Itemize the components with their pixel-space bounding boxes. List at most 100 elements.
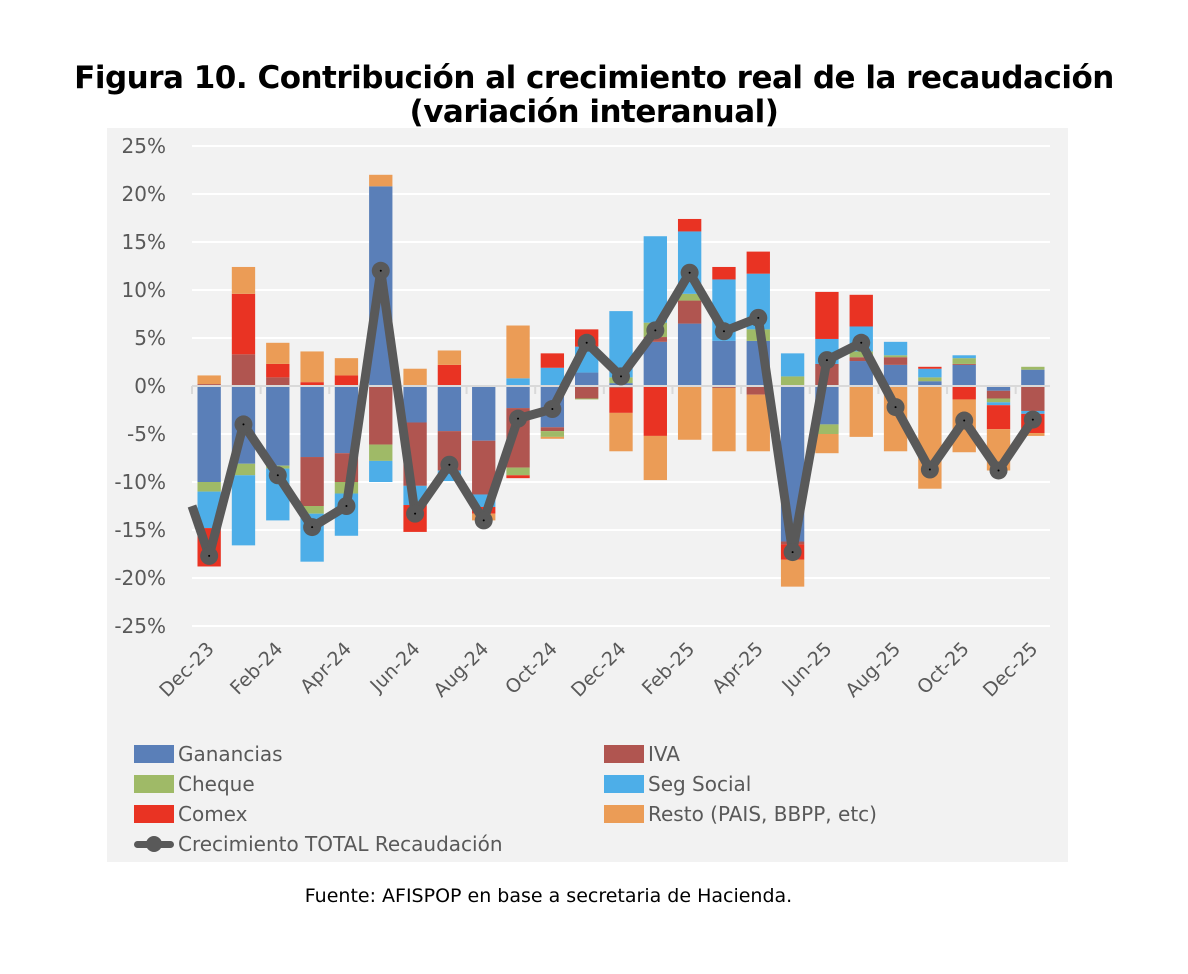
bar-segment-resto-pais-bbpp-etc bbox=[231, 266, 256, 294]
total-line-point-center bbox=[345, 505, 348, 507]
bar-segment-comex bbox=[266, 363, 290, 378]
bar-segment-ganancias bbox=[1021, 369, 1045, 386]
total-line-point-center bbox=[928, 468, 931, 471]
bar-segment-cheque bbox=[883, 355, 908, 358]
total-line-point-center bbox=[414, 512, 417, 515]
bar-segment-resto-pais-bbpp-etc bbox=[780, 559, 805, 587]
bar-segment-resto-pais-bbpp-etc bbox=[197, 375, 221, 385]
chart-title-line2: (variación interanual) bbox=[409, 94, 779, 130]
bar-segment-cheque bbox=[815, 424, 839, 434]
bar-segment-comex bbox=[643, 386, 667, 436]
bar-segment-comex bbox=[334, 375, 359, 386]
bar-segment-ganancias bbox=[300, 386, 324, 458]
total-line-point-center bbox=[757, 316, 760, 319]
bar-segment-seg-social bbox=[643, 236, 667, 323]
total-line-point-center bbox=[585, 341, 588, 344]
total-line-point-center bbox=[311, 526, 314, 529]
total-line-point-center bbox=[379, 269, 382, 272]
bar-segment-cheque bbox=[540, 431, 565, 437]
bar-segment-cheque bbox=[575, 398, 599, 400]
chart-title-line1: Figura 10. Contribución al crecimiento r… bbox=[74, 60, 1114, 96]
bar-segment-seg-social bbox=[540, 367, 565, 386]
y-tick-label: -25% bbox=[114, 614, 166, 638]
bar-segment-iva bbox=[231, 354, 256, 386]
legend-item-ganancias: Ganancias bbox=[134, 742, 283, 766]
total-line-point-center bbox=[825, 359, 828, 362]
bar-segment-seg-social bbox=[952, 355, 976, 359]
bar-segment-ganancias bbox=[437, 386, 462, 432]
y-tick-label: -10% bbox=[114, 470, 166, 494]
bar-segment-resto-pais-bbpp-etc bbox=[437, 350, 462, 365]
bar-segment-cheque bbox=[849, 351, 873, 358]
total-line-point-center bbox=[860, 341, 863, 344]
bar-segment-iva bbox=[472, 440, 496, 495]
bar-segment-comex bbox=[231, 293, 256, 355]
legend-label: Crecimiento TOTAL Recaudación bbox=[178, 832, 503, 856]
total-line-point-center bbox=[620, 375, 622, 378]
y-tick-label: 0% bbox=[134, 374, 166, 398]
bar-segment-comex bbox=[986, 405, 1011, 430]
bar-segment-seg-social bbox=[918, 368, 942, 378]
bar-segment-resto-pais-bbpp-etc bbox=[849, 386, 873, 437]
bar-segment-resto-pais-bbpp-etc bbox=[677, 386, 702, 440]
legend-swatch-iva bbox=[604, 745, 644, 763]
bar-segment-iva bbox=[986, 390, 1011, 399]
legend-label: Comex bbox=[178, 802, 248, 826]
bar-segment-iva bbox=[643, 337, 667, 342]
bar-segment-seg-social bbox=[609, 311, 633, 378]
y-tick-label: 25% bbox=[122, 134, 166, 158]
bar-segment-iva bbox=[883, 357, 908, 365]
y-tick-label: -20% bbox=[114, 566, 166, 590]
bar-segment-comex bbox=[952, 386, 976, 400]
bar-segment-iva bbox=[746, 386, 770, 395]
legend-swatch-comex bbox=[134, 805, 174, 823]
x-tick-label: Jun-25 bbox=[777, 638, 836, 697]
bar-segment-cheque bbox=[300, 506, 324, 514]
bar-segment-resto-pais-bbpp-etc bbox=[403, 368, 427, 386]
legend-swatch-ganancias bbox=[134, 745, 174, 763]
x-tick-label: Dec-23 bbox=[155, 638, 219, 702]
bar-segment-ganancias bbox=[403, 386, 427, 423]
y-axis: 25% 20% 15% 10% 5% 0% -5% -10% -15% -20% -25% bbox=[114, 134, 166, 638]
bar-segment-comex bbox=[815, 291, 839, 339]
bar-segment-resto-pais-bbpp-etc bbox=[609, 412, 633, 452]
bar-segment-comex bbox=[437, 364, 462, 386]
total-line-point-center bbox=[997, 469, 1000, 472]
legend-swatch-cheque bbox=[134, 775, 174, 793]
total-line-point-center bbox=[791, 551, 794, 554]
total-line-point-center bbox=[551, 408, 554, 411]
total-line-point-center bbox=[448, 463, 451, 466]
x-tick-label: Jun-24 bbox=[365, 638, 424, 697]
total-line-point-center bbox=[894, 406, 897, 409]
legend-item-seg-social: Seg Social bbox=[604, 772, 751, 796]
bar-segment-cheque bbox=[952, 358, 976, 364]
x-tick-label: Aug-24 bbox=[430, 638, 494, 702]
total-line-point-center bbox=[276, 474, 279, 477]
bar-segment-ganancias bbox=[197, 386, 221, 482]
bar-segment-resto-pais-bbpp-etc bbox=[540, 436, 565, 439]
bar-segment-ganancias bbox=[986, 386, 1011, 391]
bar-segment-iva bbox=[266, 377, 290, 386]
y-tick-label: 5% bbox=[134, 326, 166, 350]
bar-segment-resto-pais-bbpp-etc bbox=[300, 351, 324, 383]
total-line-point-center bbox=[242, 423, 245, 426]
bar-segment-cheque bbox=[231, 463, 256, 476]
bar-segment-ganancias bbox=[266, 386, 290, 466]
y-tick-label: 20% bbox=[122, 182, 166, 206]
legend-label: Cheque bbox=[178, 772, 255, 796]
bar-segment-iva bbox=[849, 357, 873, 362]
legend-item-comex: Comex bbox=[134, 802, 247, 826]
bar-segment-comex bbox=[746, 251, 770, 274]
bar-segment-ganancias bbox=[883, 364, 908, 386]
bar-segment-resto-pais-bbpp-etc bbox=[369, 174, 393, 187]
bar-segment-seg-social bbox=[369, 460, 393, 482]
bar-segment-resto-pais-bbpp-etc bbox=[712, 387, 736, 452]
bar-segment-iva bbox=[677, 300, 702, 324]
bar-segment-cheque bbox=[369, 444, 393, 461]
y-tick-label: 10% bbox=[122, 278, 166, 302]
total-line-point-center bbox=[688, 271, 691, 274]
bar-segment-resto-pais-bbpp-etc bbox=[746, 394, 770, 452]
bar-segment-ganancias bbox=[918, 381, 942, 386]
bar-segment-resto-pais-bbpp-etc bbox=[334, 358, 359, 376]
